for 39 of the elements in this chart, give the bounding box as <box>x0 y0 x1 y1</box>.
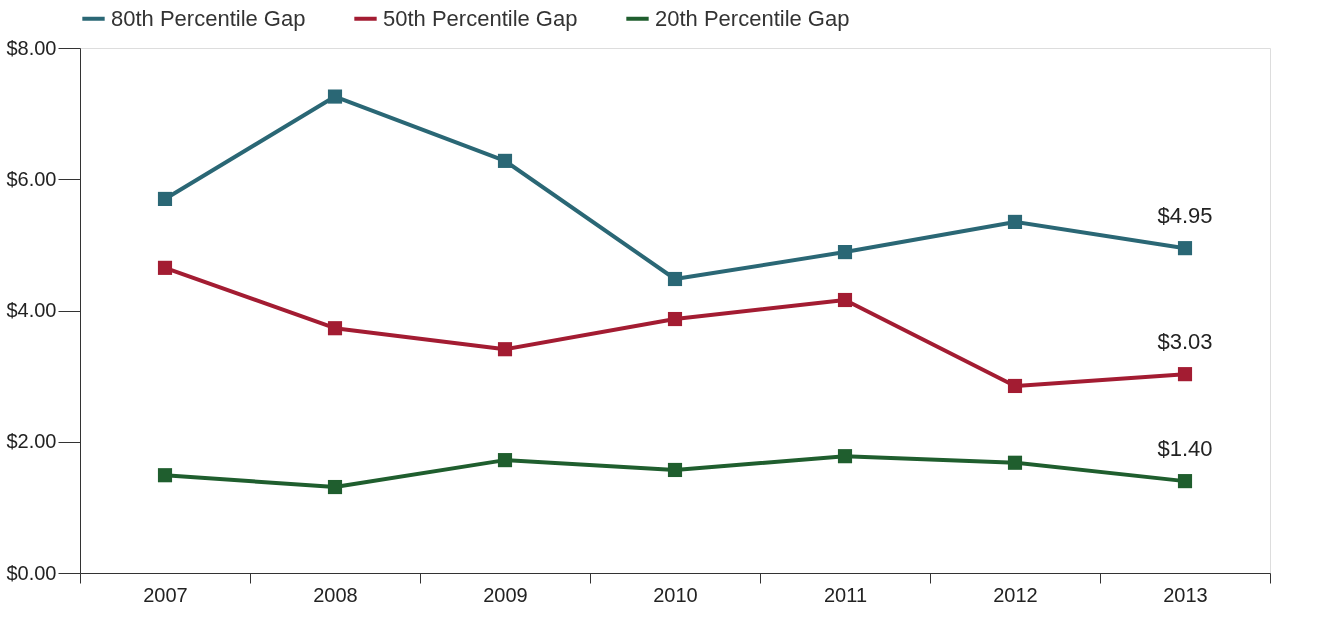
point <box>157 260 173 275</box>
point <box>837 245 853 260</box>
point <box>497 153 513 168</box>
legend-label: 50th Percentile Gap <box>383 5 578 31</box>
point <box>667 462 683 478</box>
x-tick-label: 2011 <box>823 583 868 606</box>
data-label: $1.40 <box>1157 436 1213 462</box>
point <box>157 468 173 483</box>
point <box>327 89 343 104</box>
point <box>1007 455 1023 470</box>
point <box>327 479 343 495</box>
data-label: $3.03 <box>1157 329 1213 355</box>
legend-label: 80th Percentile Gap <box>111 5 306 31</box>
point <box>1177 474 1193 489</box>
point <box>497 453 513 468</box>
data-label: $4.95 <box>1157 203 1213 229</box>
x-tick-label: 2008 <box>313 583 358 606</box>
y-tick-label: $0.00 <box>6 561 57 584</box>
point <box>1007 378 1023 394</box>
point <box>1177 367 1193 382</box>
y-tick-label: $8.00 <box>6 36 57 59</box>
point <box>1007 214 1023 229</box>
y-tick-label: $6.00 <box>6 167 57 190</box>
x-tick-label: 2009 <box>483 583 528 606</box>
y-tick-label: $2.00 <box>6 430 57 453</box>
x-tick-label: 2012 <box>993 583 1038 606</box>
legend-label: 20th Percentile Gap <box>655 5 850 31</box>
point <box>837 292 853 308</box>
y-tick-label: $4.00 <box>6 299 57 321</box>
point <box>1177 241 1193 256</box>
point <box>837 449 853 464</box>
x-tick-label: 2013 <box>1163 583 1208 606</box>
point <box>667 311 683 327</box>
point <box>497 342 513 357</box>
x-tick-label: 2007 <box>143 583 188 606</box>
point <box>327 321 343 336</box>
x-tick-label: 2010 <box>653 583 698 606</box>
point <box>667 271 683 287</box>
point <box>157 191 173 207</box>
